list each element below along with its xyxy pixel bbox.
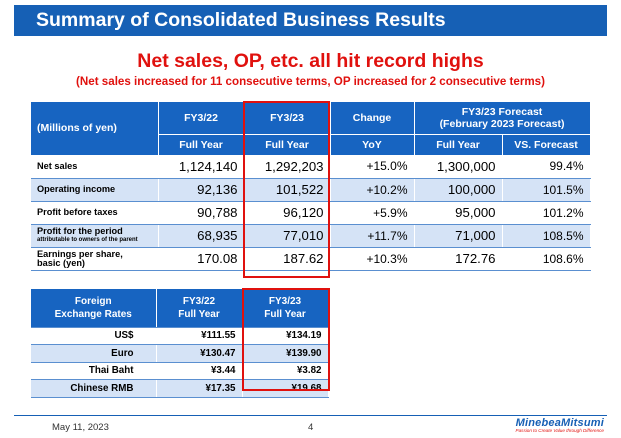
col-forecast-title: FY3/23 Forecast xyxy=(461,105,543,118)
cell-vs-forecast: 108.5% xyxy=(502,224,591,248)
cell-vs-forecast: 108.6% xyxy=(502,247,591,271)
cell-vs-forecast: 101.2% xyxy=(502,201,591,225)
col-change: Change xyxy=(330,102,415,135)
row-label-text: Net sales xyxy=(37,161,78,171)
logo-tagline: Passion to Create Value through Differen… xyxy=(515,428,604,433)
fx-row: Thai Baht ¥3.44 ¥3.82 xyxy=(31,362,329,380)
fx-row: US$ ¥111.55 ¥134.19 xyxy=(31,327,329,345)
cell-fy23: 96,120 xyxy=(244,201,331,225)
row-label-text: Profit for the period xyxy=(37,225,123,236)
fx-col-fy23-line1: FY3/23 xyxy=(268,295,302,307)
logo-name: MinebeaMitsumi xyxy=(515,417,604,429)
fx-currency: Thai Baht xyxy=(31,362,157,380)
fx-row: Euro ¥130.47 ¥139.90 xyxy=(31,344,329,363)
row-label: Net sales xyxy=(31,155,159,179)
row-label-text: Earnings per share, xyxy=(37,248,123,259)
fx-currency: Chinese RMB xyxy=(31,379,157,398)
cell-forecast: 172.76 xyxy=(414,247,503,271)
fx-currency: Euro xyxy=(31,344,157,363)
table-row: Earnings per share, basic (yen) 170.08 1… xyxy=(31,247,591,271)
slide-title: Summary of Consolidated Business Results xyxy=(36,9,446,31)
row-label-text: Profit before taxes xyxy=(37,207,118,217)
row-label: Earnings per share, basic (yen) xyxy=(31,247,159,271)
fx-fy22: ¥111.55 xyxy=(156,327,243,345)
fx-col-fy23-line2: Full Year xyxy=(264,308,306,320)
row-label: Profit before taxes xyxy=(31,201,159,225)
row-label: Operating income xyxy=(31,178,159,202)
cell-forecast: 100,000 xyxy=(414,178,503,202)
fx-fy23: ¥19.68 xyxy=(242,379,329,398)
col-fy23: FY3/23 xyxy=(244,102,331,135)
cell-yoy: +5.9% xyxy=(330,201,415,225)
cell-vs-forecast: 99.4% xyxy=(502,155,591,179)
fx-col-fy22: FY3/22 Full Year xyxy=(156,289,243,328)
cell-fy23: 101,522 xyxy=(244,178,331,202)
cell-fy22: 90,788 xyxy=(158,201,245,225)
fx-table: Foreign Exchange Rates FY3/22 Full Year … xyxy=(31,289,329,398)
cell-vs-forecast: 101.5% xyxy=(502,178,591,202)
table-row: Operating income 92,136 101,522 +10.2% 1… xyxy=(31,178,591,202)
fx-fy22: ¥3.44 xyxy=(156,362,243,380)
fx-label-header-line2: Exchange Rates xyxy=(54,308,132,320)
fx-col-fy22-line1: FY3/22 xyxy=(182,295,216,307)
fx-fy22: ¥17.35 xyxy=(156,379,243,398)
fx-label-header-line1: Foreign xyxy=(74,295,112,307)
footer-date: May 11, 2023 xyxy=(52,422,109,433)
cell-forecast: 1,300,000 xyxy=(414,155,503,179)
cell-fy22: 170.08 xyxy=(158,247,245,271)
cell-fy23: 1,292,203 xyxy=(244,155,331,179)
results-table: (Millions of yen) FY3/22 FY3/23 Change F… xyxy=(31,102,591,271)
cell-forecast: 71,000 xyxy=(414,224,503,248)
sub-fy23: Full Year xyxy=(244,134,331,155)
fx-col-fy22-line2: Full Year xyxy=(178,308,220,320)
sub-fy22: Full Year xyxy=(158,134,245,155)
fx-fy22: ¥130.47 xyxy=(156,344,243,363)
col-forecast: FY3/23 Forecast (February 2023 Forecast) xyxy=(414,102,591,135)
fx-col-fy23: FY3/23 Full Year xyxy=(242,289,329,328)
row-label-subtext: attributable to owners of the parent xyxy=(37,236,138,243)
table-row: Profit before taxes 90,788 96,120 +5.9% … xyxy=(31,201,591,225)
sub-vs-forecast: VS. Forecast xyxy=(502,134,591,155)
page-number: 4 xyxy=(308,422,314,433)
footer-divider xyxy=(14,415,607,416)
row-label-subtext: basic (yen) xyxy=(37,257,85,268)
cell-fy22: 92,136 xyxy=(158,178,245,202)
fx-currency: US$ xyxy=(31,327,157,345)
cell-forecast: 95,000 xyxy=(414,201,503,225)
sub-forecast: Full Year xyxy=(414,134,503,155)
subheadline: (Net sales increased for 11 consecutive … xyxy=(76,75,545,88)
company-logo: MinebeaMitsumi Passion to Create Value t… xyxy=(498,417,604,433)
fx-fy23: ¥3.82 xyxy=(242,362,329,380)
fx-fy23: ¥134.19 xyxy=(242,327,329,345)
cell-yoy: +11.7% xyxy=(330,224,415,248)
cell-yoy: +10.3% xyxy=(330,247,415,271)
row-label: Profit for the period attributable to ow… xyxy=(31,224,159,248)
cell-fy22: 1,124,140 xyxy=(158,155,245,179)
table-row: Net sales 1,124,140 1,292,203 +15.0% 1,3… xyxy=(31,155,591,179)
sub-change: YoY xyxy=(330,134,415,155)
table-row: Profit for the period attributable to ow… xyxy=(31,224,591,248)
cell-yoy: +15.0% xyxy=(330,155,415,179)
headline: Net sales, OP, etc. all hit record highs xyxy=(137,50,484,72)
results-header-row: (Millions of yen) FY3/22 FY3/23 Change F… xyxy=(31,102,591,156)
title-bar: Summary of Consolidated Business Results xyxy=(14,5,607,36)
cell-fy23: 187.62 xyxy=(244,247,331,271)
cell-fy22: 68,935 xyxy=(158,224,245,248)
unit-label: (Millions of yen) xyxy=(31,102,159,156)
col-forecast-subtitle: (February 2023 Forecast) xyxy=(439,117,565,130)
fx-header-row: Foreign Exchange Rates FY3/22 Full Year … xyxy=(31,289,329,328)
col-fy22: FY3/22 xyxy=(158,102,245,135)
fx-fy23: ¥139.90 xyxy=(242,344,329,363)
fx-label-header: Foreign Exchange Rates xyxy=(31,289,157,328)
row-label-text: Operating income xyxy=(37,184,116,194)
results-subheader-row: Full Year Full Year YoY Full Year VS. Fo… xyxy=(31,134,591,155)
cell-fy23: 77,010 xyxy=(244,224,331,248)
fx-row: Chinese RMB ¥17.35 ¥19.68 xyxy=(31,379,329,398)
cell-yoy: +10.2% xyxy=(330,178,415,202)
